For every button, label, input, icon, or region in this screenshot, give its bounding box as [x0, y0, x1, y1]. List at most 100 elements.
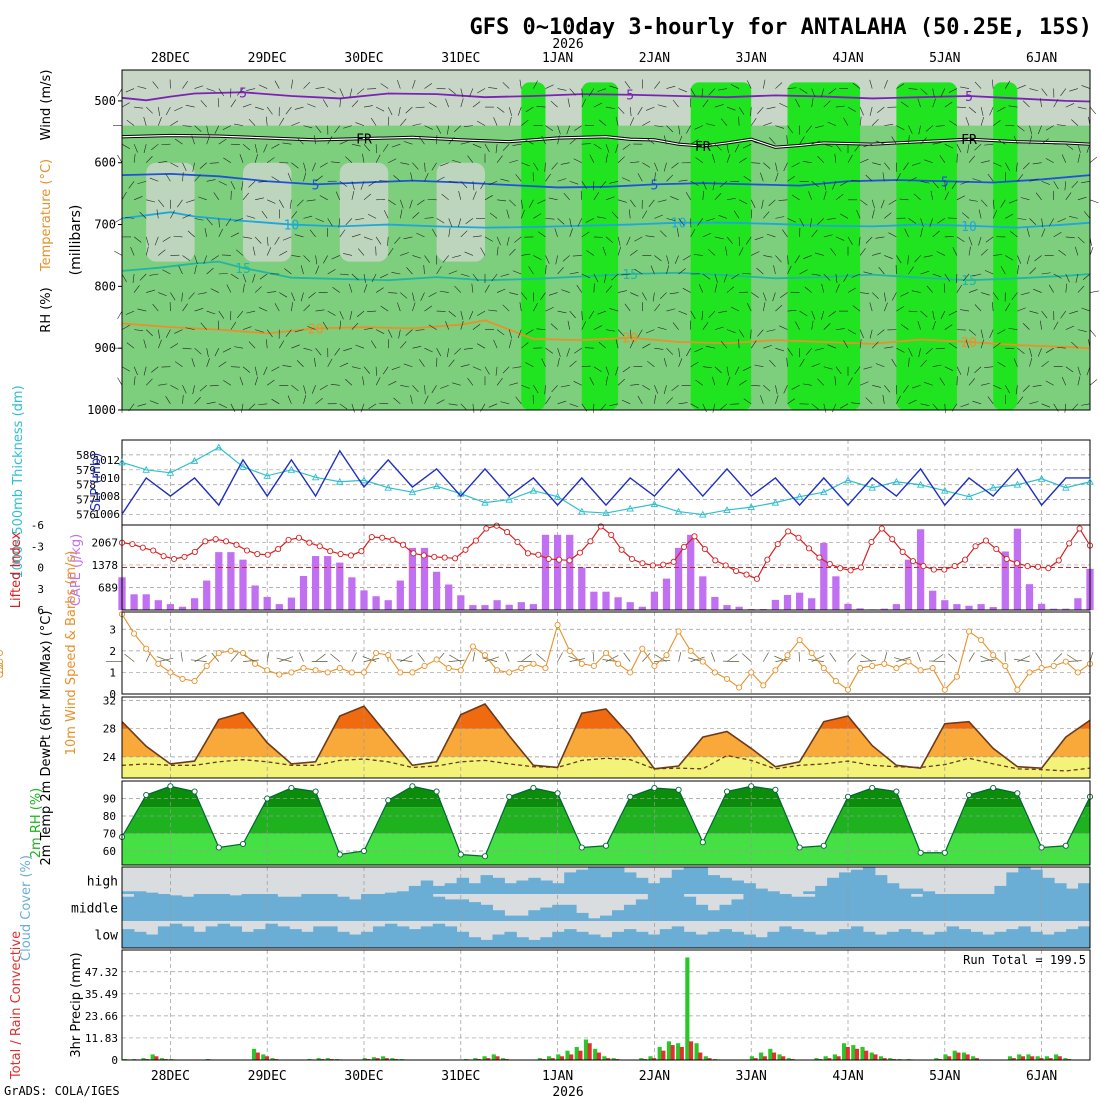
wind-speed-point: [543, 666, 548, 671]
rh-2m-point: [966, 792, 971, 797]
pressure-tick-label: 700: [94, 218, 116, 232]
panels-layer: 28DEC28DEC29DEC29DEC30DEC30DEC31DEC31DEC…: [0, 51, 1099, 1084]
wind-speed-point: [906, 659, 911, 664]
cape-bar: [844, 604, 851, 610]
wind-barb: [1090, 107, 1096, 114]
cape-bar: [409, 548, 416, 610]
cloud-middle-bar: [935, 894, 947, 921]
wind-speed-point: [664, 653, 669, 658]
wind-speed-point: [1075, 670, 1080, 675]
date-label-bottom: 5JAN: [929, 1069, 960, 1084]
cloud-middle-bar: [277, 897, 289, 921]
precip-tick-label: 35.49: [85, 988, 118, 1001]
wind-speed-point: [882, 661, 887, 666]
cloud-middle-bar: [875, 894, 887, 921]
pressure-tick-label: 800: [94, 279, 116, 293]
cape-bar: [530, 604, 537, 610]
wind-speed-point: [1027, 670, 1032, 675]
cape-bar: [191, 598, 198, 610]
cloud-middle-bar: [1018, 894, 1030, 921]
wind-speed-point: [495, 668, 500, 673]
cloud-high-bar: [755, 889, 767, 894]
lifted-point: [380, 535, 385, 540]
rh-2m-point: [1039, 845, 1044, 850]
cloud-high-bar: [457, 878, 469, 894]
rh-2m-point: [410, 784, 415, 789]
rh-2m-point: [724, 789, 729, 794]
cloud-high-bar: [421, 881, 433, 895]
cloud-middle-bar: [994, 894, 1006, 921]
cloud-middle-bar: [982, 894, 994, 921]
cloud-level-label: low: [95, 929, 119, 944]
precip-total-bar: [842, 1043, 846, 1060]
rh-2m-point: [482, 854, 487, 859]
cape-bar: [288, 598, 295, 610]
lifted-point: [411, 551, 416, 556]
cloud-middle-bar: [899, 894, 911, 921]
wind-speed-point: [204, 663, 209, 668]
cloud-low-bar: [755, 937, 767, 948]
cloud-high-bar: [636, 878, 648, 894]
wind-speed-point: [289, 670, 294, 675]
wind-speed-point: [567, 648, 572, 653]
cloud-high-bar: [504, 883, 516, 894]
cloud-middle-bar: [194, 894, 206, 921]
temp-tick-label: 28: [103, 723, 116, 736]
rh-2m-point: [603, 843, 608, 848]
cloud-low-bar: [660, 929, 672, 948]
precip-total-bar: [676, 1043, 680, 1060]
cloud-middle-bar: [397, 894, 409, 921]
cape-bar: [578, 568, 585, 611]
lifted-point: [328, 549, 333, 554]
cloud-low-bar: [206, 926, 218, 948]
lifted-point: [723, 563, 728, 568]
rh-tick-label: 70: [103, 828, 116, 841]
cape-bar: [893, 604, 900, 610]
precip-convective-bar: [671, 1045, 675, 1060]
cloud-middle-bar: [839, 894, 851, 921]
cloud-low-bar: [851, 926, 863, 948]
surface-wind-barb: [181, 652, 182, 662]
cloud-middle-bar: [803, 897, 815, 921]
cloud-low-bar: [970, 932, 982, 948]
cloud-low-bar: [218, 924, 230, 948]
wind-speed-point: [652, 663, 657, 668]
cloud-low-bar: [791, 929, 803, 948]
cloud-high-bar: [827, 878, 839, 894]
cape-bar: [276, 604, 283, 610]
cloud-middle-bar: [708, 910, 720, 921]
cloud-low-bar: [1066, 929, 1078, 948]
cloud-middle-bar: [600, 916, 612, 921]
precip-total-bar: [658, 1047, 662, 1060]
wind-speed-point: [809, 650, 814, 655]
cloud-low-bar: [397, 926, 409, 948]
lifted-point: [390, 537, 395, 542]
precip-convective-bar: [560, 1056, 564, 1060]
wind-tick-label: 2: [109, 645, 116, 658]
wind-speed-point: [628, 670, 633, 675]
lifted-point: [806, 546, 811, 551]
wind-speed-point: [253, 661, 258, 666]
cloud-low-bar: [1030, 932, 1042, 948]
cloud-high-bar: [397, 891, 409, 894]
lifted-point: [432, 554, 437, 559]
cloud-middle-bar: [218, 894, 230, 921]
cloud-low-bar: [1018, 926, 1030, 948]
precip-convective-bar: [855, 1049, 859, 1060]
lifted-point: [942, 567, 947, 572]
isotherm-label: 20: [308, 322, 324, 337]
wind-speed-point: [228, 648, 233, 653]
cloud-low-bar: [158, 926, 170, 948]
cloud-middle-bar: [923, 894, 935, 921]
cloud-low-bar: [863, 932, 875, 948]
precip-convective-bar: [763, 1056, 767, 1060]
surface-wind-barb: [830, 653, 836, 662]
cloud-high-bar: [588, 867, 600, 894]
wind-speed-point: [349, 670, 354, 675]
wind-speed-point: [337, 666, 342, 671]
date-label-top: 2JAN: [639, 51, 670, 66]
precip-total-bar: [565, 1051, 569, 1060]
lifted-point: [734, 568, 739, 573]
wind-speed-point: [216, 650, 221, 655]
lifted-point: [421, 553, 426, 558]
